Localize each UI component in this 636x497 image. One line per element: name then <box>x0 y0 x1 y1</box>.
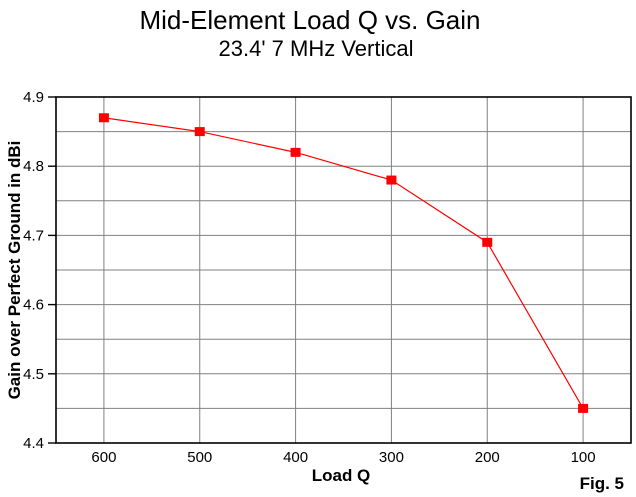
y-tick-label: 4.6 <box>23 297 44 314</box>
data-point-marker <box>194 127 205 137</box>
y-tick-label: 4.8 <box>23 158 44 175</box>
x-tick-label: 600 <box>91 449 116 466</box>
chart-title: Mid-Element Load Q vs. Gain <box>139 5 481 35</box>
y-tick-label: 4.5 <box>23 366 44 383</box>
data-line <box>103 117 584 409</box>
data-point-marker <box>482 237 493 247</box>
data-point-marker <box>578 403 589 413</box>
y-tick-label: 4.4 <box>23 435 44 452</box>
y-tick-label: 4.7 <box>23 227 44 244</box>
data-point-marker <box>386 175 397 185</box>
x-tick-label: 400 <box>283 449 308 466</box>
data-point-marker <box>290 147 301 157</box>
x-tick-label: 200 <box>475 449 500 466</box>
figure-number: Fig. 5 <box>579 474 624 493</box>
data-point-marker <box>98 113 109 123</box>
y-tick-label: 4.9 <box>23 89 44 106</box>
x-axis-label: Load Q <box>311 466 371 485</box>
x-tick-label: 100 <box>571 449 596 466</box>
plot-frame <box>55 96 632 444</box>
x-tick-label: 500 <box>187 449 212 466</box>
x-tick-label: 300 <box>379 449 404 466</box>
chart-subtitle: 23.4' 7 MHz Vertical <box>218 36 414 61</box>
